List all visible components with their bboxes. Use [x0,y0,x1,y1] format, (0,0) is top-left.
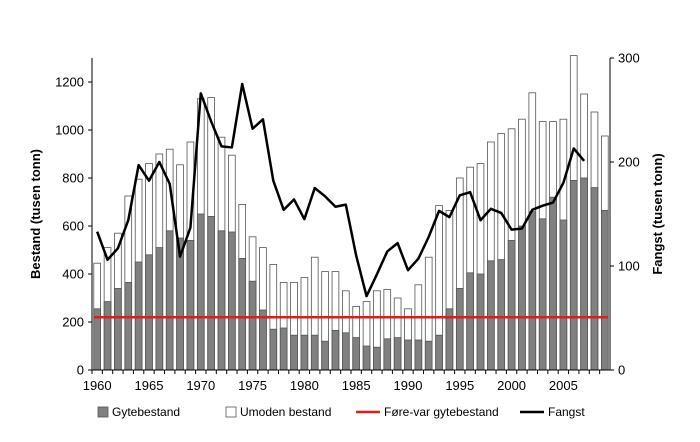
legend-swatch-gytebestand [97,406,109,418]
bar-gytebestand [124,281,133,371]
x-tick-label: 1970 [186,378,215,393]
bar-gytebestand [383,338,392,371]
bar-gytebestand [228,231,236,371]
x-tick-label: 1965 [135,378,164,393]
y-tick-label: 800 [62,171,84,186]
y-tick-label: 600 [62,219,84,234]
bar-gytebestand [259,309,267,371]
bar-gytebestand [155,247,164,371]
x-tick-label: 1995 [445,378,474,393]
legend-label-fangst: Fangst [548,405,585,419]
y2-tick-label: 300 [618,51,640,66]
legend-swatch-umoden-bestand [225,406,237,418]
x-tick-label: 1990 [394,378,423,393]
bar-gytebestand [455,287,464,371]
bar-gytebestand [269,328,278,371]
x-tick-label: 1980 [290,378,319,393]
bars-group [93,55,609,371]
bar-gytebestand [373,346,381,371]
y-tick-label: 0 [77,363,84,378]
bar-gytebestand [424,340,433,371]
bar-gytebestand [476,273,485,371]
bar-gytebestand [528,211,537,371]
y-tick-label: 200 [62,315,84,330]
bar-gytebestand [196,213,205,371]
bar-gytebestand [518,225,526,371]
y2-tick-label: 0 [618,363,625,378]
bar-gytebestand [300,334,309,371]
y2-tick-label: 200 [618,155,640,170]
bar-gytebestand [466,272,474,371]
bar-gytebestand [186,239,195,371]
legend: Gytebestand Umoden bestand Føre-var gyte… [97,405,585,419]
bar-gytebestand [279,327,288,371]
y-tick-label: 1200 [55,75,84,90]
bar-gytebestand [321,340,329,371]
bar-gytebestand [393,337,402,371]
x-tick-label: 1975 [238,378,267,393]
bar-gytebestand [601,209,609,371]
x-tick-label: 2005 [549,378,578,393]
bar-gytebestand [538,218,547,371]
x-tick-label: 1960 [83,378,112,393]
line-fangst [96,82,586,298]
bar-gytebestand [331,329,340,371]
bar-gytebestand [362,345,371,371]
bar-gytebestand [342,332,350,371]
legend-label-umoden-bestand: Umoden bestand [240,405,331,419]
y2-tick-label: 100 [618,259,640,274]
bar-gytebestand [404,339,412,371]
bar-gytebestand [435,334,443,371]
bar-gytebestand [569,179,578,371]
bar-gytebestand [248,280,257,371]
bar-gytebestand [217,230,226,371]
bar-gytebestand [145,254,153,371]
y-axis-title: Bestand (tusen tonn) [28,149,43,279]
bar-gytebestand [507,239,516,371]
legend-label-gytebestand: Gytebestand [112,405,180,419]
x-tick-label: 2000 [497,378,526,393]
legend-label-fore-var-gytebestand: Føre-var gytebestand [384,405,499,419]
bar-gytebestand [114,287,122,371]
y-tick-label: 1000 [55,123,84,138]
x-tick-label: 1985 [342,378,371,393]
bar-gytebestand [103,301,112,371]
lines-group [93,82,609,319]
bar-gytebestand [207,215,215,371]
bar-gytebestand [238,257,247,371]
bar-gytebestand [414,339,423,371]
bar-gytebestand [549,196,557,371]
bar-gytebestand [352,337,360,371]
bar-gytebestand [487,260,495,371]
bar-gytebestand [559,219,568,371]
y2-axis-title: Fangst (tusen tonn) [650,153,665,274]
bar-gytebestand [290,334,298,371]
bar-gytebestand [497,259,506,371]
bar-gytebestand [580,177,588,371]
bar-gytebestand [165,230,174,371]
bar-gytebestand [590,187,599,371]
bar-gytebestand [310,334,319,371]
y-tick-label: 400 [62,267,84,282]
